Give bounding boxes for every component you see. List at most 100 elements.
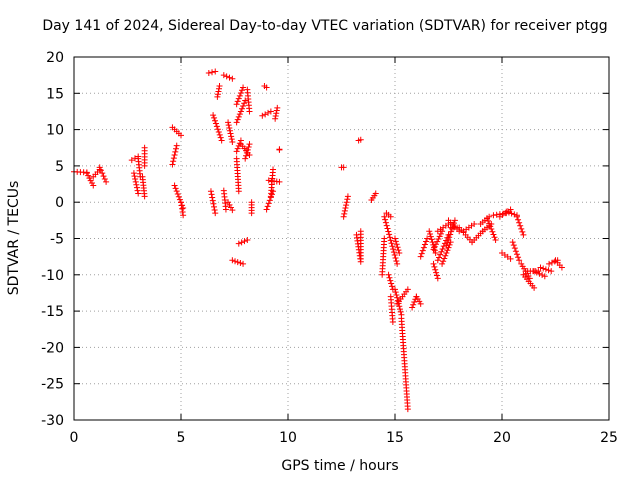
data-point: [97, 167, 104, 174]
data-point: [420, 244, 427, 251]
data-point: [545, 267, 552, 274]
data-point: [540, 265, 547, 272]
data-point: [486, 220, 493, 227]
data-point: [484, 215, 491, 222]
data-point: [546, 260, 553, 267]
data-point: [446, 234, 453, 241]
data-point: [419, 247, 426, 254]
data-point: [208, 191, 215, 198]
data-point: [488, 226, 495, 233]
y-tick-label: -10: [41, 268, 64, 284]
y-tick-label: 15: [46, 86, 64, 102]
data-point: [235, 240, 242, 247]
data-point: [510, 242, 517, 249]
data-point: [393, 257, 400, 264]
data-point: [392, 286, 398, 293]
data-point: [178, 202, 185, 209]
data-point: [381, 235, 388, 242]
data-point: [226, 74, 233, 81]
data-point: [267, 193, 274, 200]
data-point: [450, 220, 457, 227]
data-point: [389, 318, 396, 325]
data-point: [435, 254, 442, 261]
data-point: [246, 108, 253, 115]
data-point: [225, 199, 232, 206]
data-point: [133, 181, 140, 188]
y-tick-label: -30: [41, 413, 64, 429]
x-tick-label: 0: [70, 430, 79, 446]
data-point: [410, 301, 417, 308]
y-tick-label: -5: [50, 232, 64, 248]
data-point: [518, 225, 525, 232]
data-point: [384, 225, 391, 232]
data-point: [386, 234, 393, 241]
data-point: [226, 201, 233, 208]
data-point: [387, 237, 394, 244]
data-point: [383, 222, 390, 229]
data-point: [386, 274, 393, 281]
data-point: [237, 260, 244, 267]
data-point: [372, 190, 379, 197]
data-point: [427, 233, 434, 240]
data-point: [392, 238, 399, 245]
data-point: [424, 235, 431, 242]
data-point: [214, 91, 221, 98]
data-point: [426, 228, 433, 235]
data-point: [393, 291, 400, 298]
data-point: [228, 136, 235, 143]
data-point: [248, 210, 255, 217]
data-point: [396, 250, 403, 257]
data-point: [526, 275, 533, 282]
data-point: [235, 188, 242, 195]
data-point: [178, 132, 184, 139]
data-point: [236, 92, 243, 99]
data-point: [539, 271, 546, 278]
data-point: [215, 129, 222, 136]
data-point: [234, 145, 241, 152]
data-point: [449, 225, 456, 232]
data-point: [390, 246, 397, 253]
data-point: [404, 406, 411, 413]
data-point: [173, 145, 180, 152]
data-point: [259, 112, 266, 119]
data-point: [232, 258, 239, 265]
data-point: [229, 75, 236, 82]
data-point: [439, 260, 446, 267]
data-point: [211, 206, 218, 213]
y-tick-label: -25: [41, 377, 64, 393]
data-point: [262, 111, 269, 118]
data-point: [423, 238, 430, 245]
data-point: [503, 208, 510, 215]
data-point: [101, 175, 108, 182]
data-point: [450, 222, 457, 229]
data-point: [516, 257, 523, 264]
data-point: [222, 206, 229, 213]
data-point: [135, 190, 142, 197]
axis-ticks: [73, 56, 610, 421]
data-point: [233, 101, 240, 108]
data-point: [238, 87, 245, 94]
data-point: [226, 127, 233, 134]
data-point: [265, 200, 272, 207]
data-point: [169, 161, 176, 168]
data-point: [443, 250, 450, 257]
data-point: [238, 105, 245, 112]
data-point: [236, 140, 243, 147]
data-point: [388, 240, 395, 247]
data-point: [233, 148, 240, 155]
data-point: [394, 244, 401, 251]
y-tick-label: 10: [46, 123, 64, 139]
data-point: [558, 264, 565, 271]
data-point: [392, 255, 399, 262]
data-point: [548, 268, 555, 275]
data-point: [485, 217, 492, 224]
data-point: [411, 299, 418, 306]
data-point: [440, 258, 447, 265]
data-point: [513, 213, 520, 220]
data-point: [175, 193, 182, 200]
data-point: [531, 284, 538, 291]
data-point: [241, 100, 248, 107]
data-point: [207, 188, 214, 195]
data-point: [492, 236, 499, 243]
data-point: [385, 228, 392, 235]
